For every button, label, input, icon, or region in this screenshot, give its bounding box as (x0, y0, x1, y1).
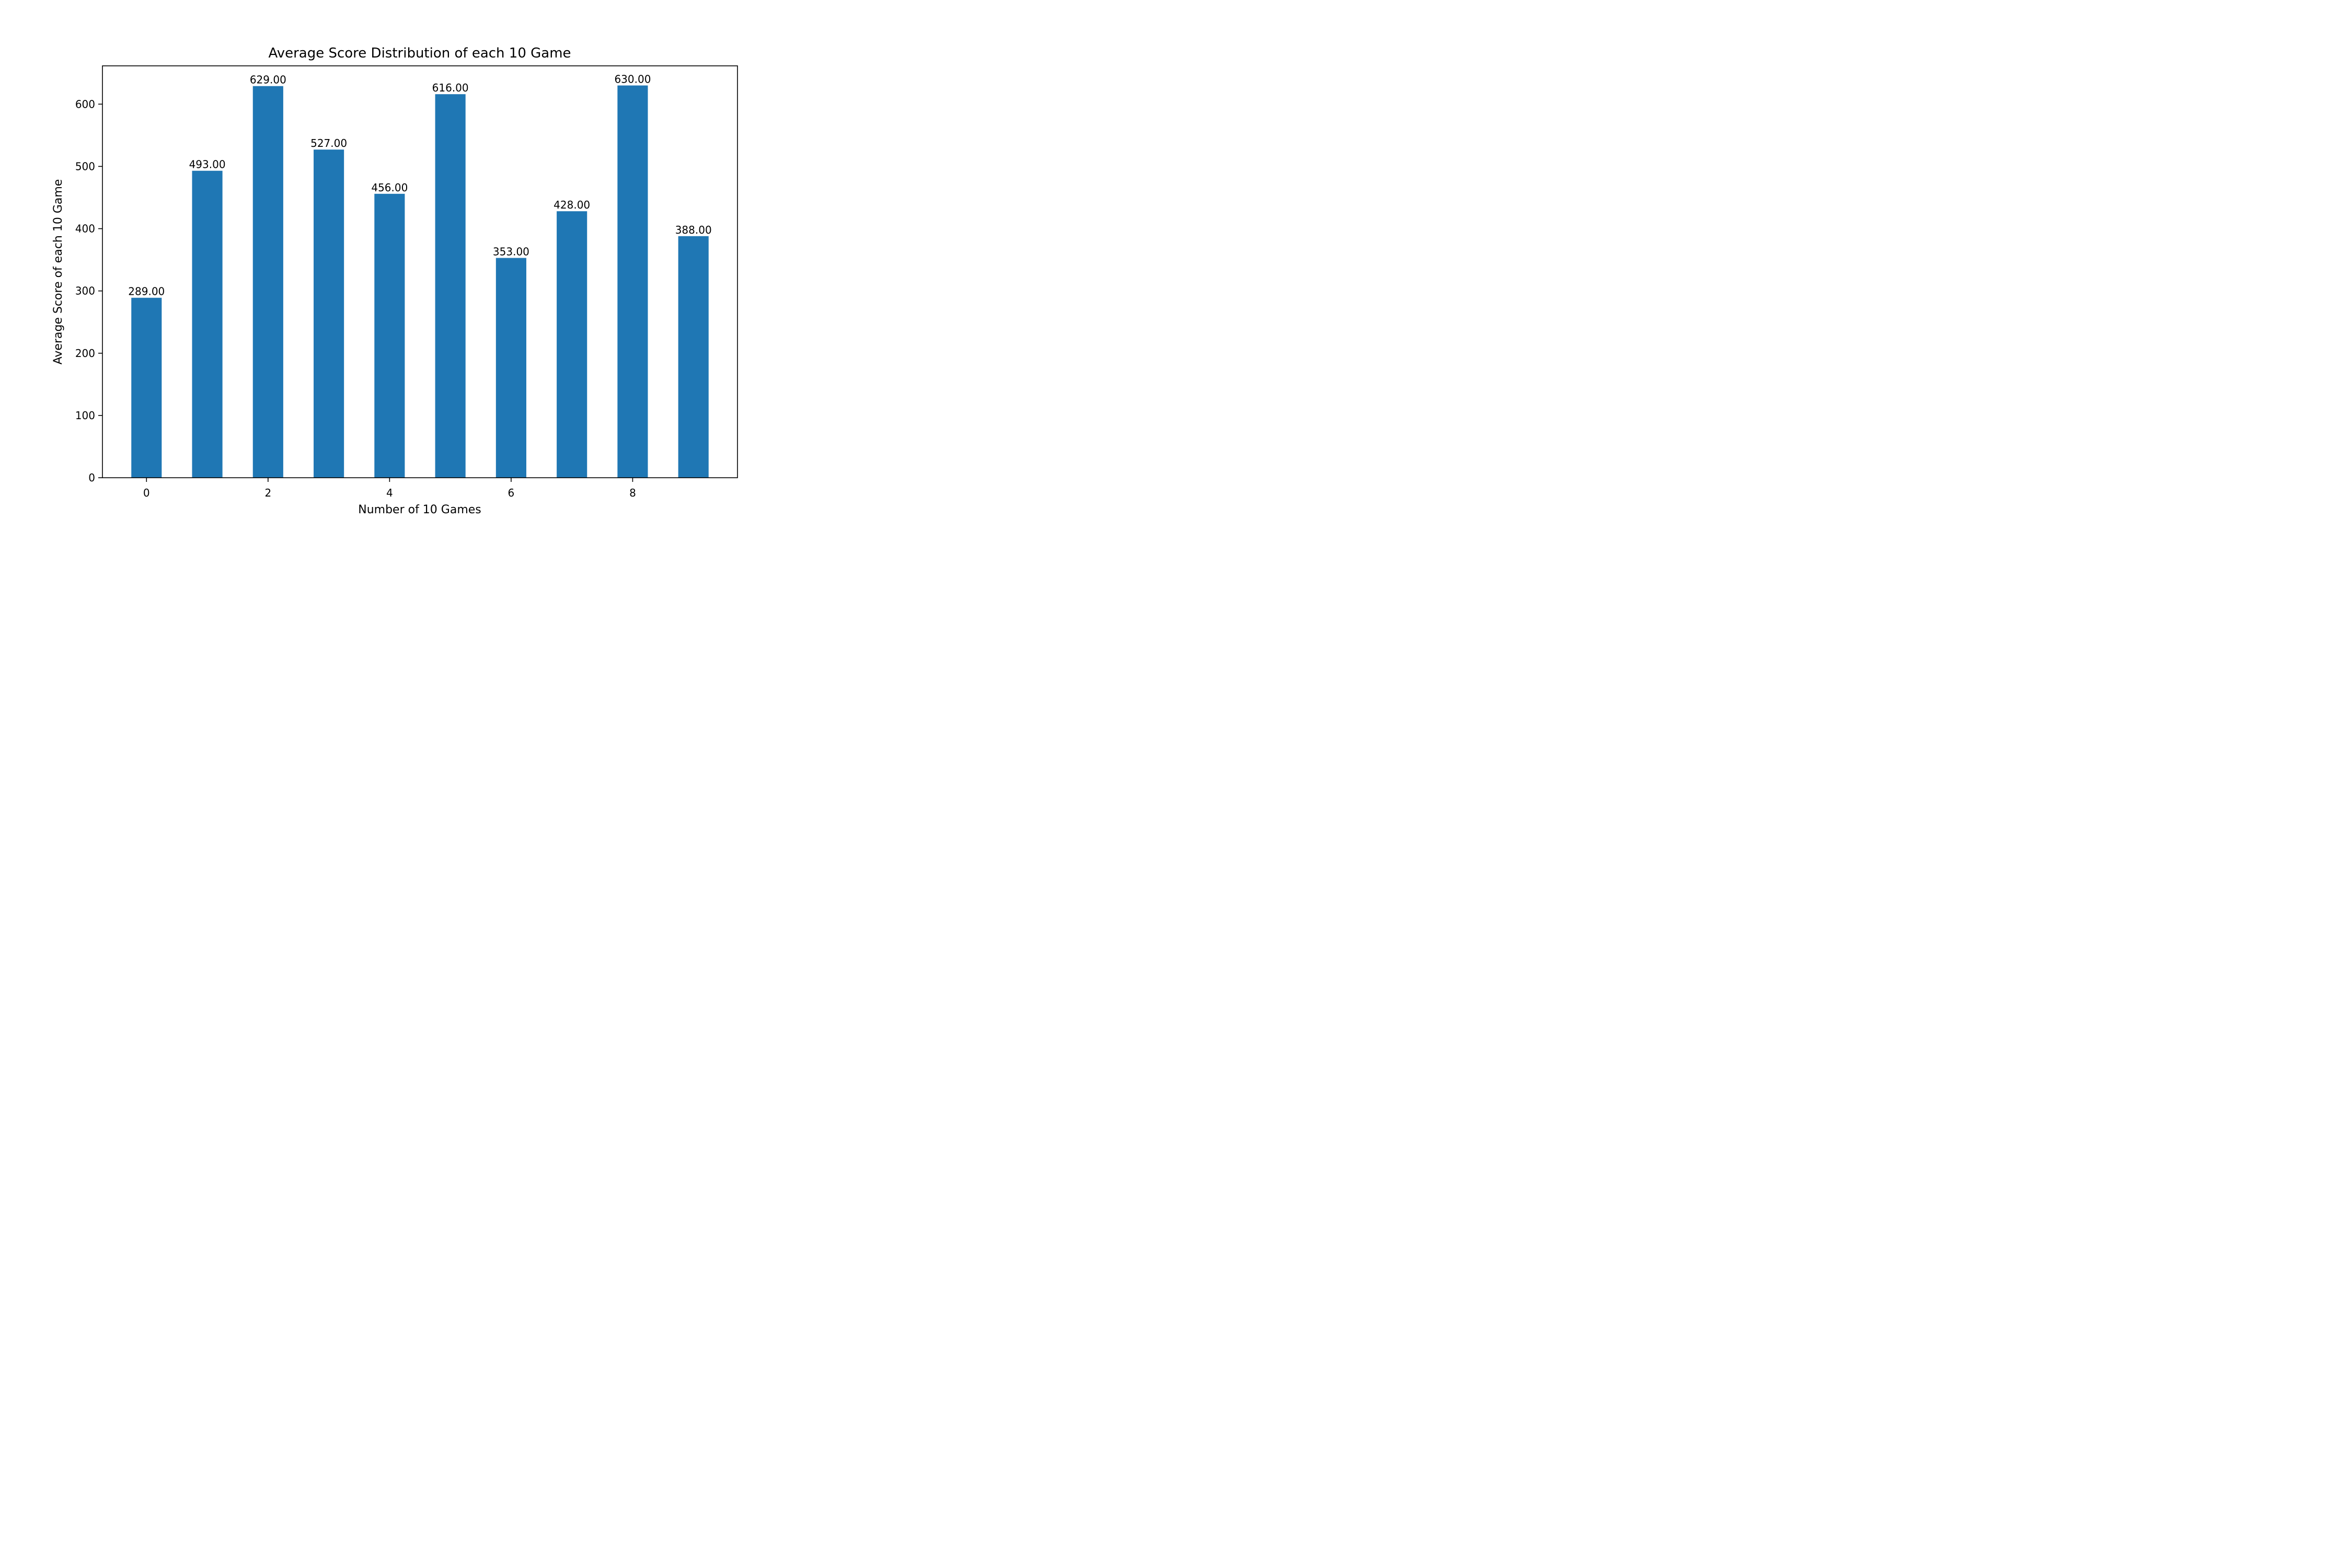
y-tick-label-500: 500 (75, 160, 95, 172)
plot-area-frame (102, 65, 738, 478)
y-axis-ticks: 0 100 200 300 400 500 600 (75, 98, 102, 484)
bar-6 (495, 258, 526, 478)
x-tick-label-6: 6 (508, 487, 515, 499)
x-axis-label: Number of 10 Games (358, 503, 481, 516)
data-label-8: 630.00 (614, 73, 651, 86)
chart-title: Average Score Distribution of each 10 Ga… (268, 45, 571, 61)
bar-5 (435, 94, 466, 478)
y-tick-label-400: 400 (75, 223, 95, 235)
x-tick-label-0: 0 (143, 487, 150, 499)
data-label-9: 388.00 (675, 224, 712, 236)
bar-2 (252, 86, 283, 478)
data-label-0: 289.00 (128, 285, 165, 298)
x-tick-label-8: 8 (629, 487, 636, 499)
y-tick-label-600: 600 (75, 98, 95, 110)
bar-chart: Average Score Distribution of each 10 Ga… (52, 45, 738, 516)
bar-4 (374, 193, 405, 478)
data-label-2: 629.00 (250, 74, 286, 86)
chart-container: Average Score Distribution of each 10 Ga… (0, 0, 809, 547)
data-label-1: 493.00 (189, 158, 226, 171)
data-label-5: 616.00 (432, 82, 469, 94)
y-tick-label-0: 0 (88, 471, 95, 484)
bar-9 (678, 236, 709, 478)
data-label-3: 527.00 (310, 137, 347, 149)
x-tick-label-4: 4 (386, 487, 393, 499)
y-tick-label-100: 100 (75, 409, 95, 422)
data-label-6: 353.00 (493, 245, 529, 258)
data-labels-group: 289.00 493.00 629.00 527.00 456.00 616.00 353.… (128, 73, 711, 298)
bar-1 (192, 170, 223, 478)
y-axis-label: Average Score of each 10 Game (52, 179, 65, 365)
bars-group (131, 85, 709, 478)
y-tick-label-200: 200 (75, 347, 95, 360)
x-tick-label-2: 2 (264, 487, 271, 499)
bar-3 (314, 149, 344, 478)
data-label-7: 428.00 (554, 199, 590, 211)
y-tick-label-300: 300 (75, 285, 95, 297)
x-axis-ticks: 0 2 4 6 8 (143, 478, 636, 499)
bar-7 (557, 211, 587, 478)
data-label-4: 456.00 (371, 181, 408, 194)
bar-0 (131, 297, 162, 478)
bar-8 (617, 85, 648, 478)
